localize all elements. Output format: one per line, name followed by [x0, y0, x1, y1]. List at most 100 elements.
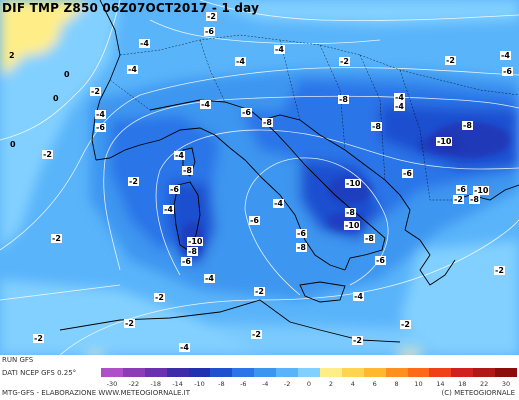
legend-tick-label: -18: [150, 380, 162, 388]
credit-right: (C) METEOGIORNALE: [441, 389, 515, 397]
legend-tick-label: -14: [172, 380, 183, 388]
credit-left: MTG-GFS - ELABORAZIONE WWW.METEOGIORNALE…: [2, 389, 190, 397]
contour-label: -8: [296, 243, 307, 252]
legend-tick-label: 18: [458, 380, 467, 388]
legend-tick-label: -22: [128, 380, 140, 388]
contour-label: -2: [51, 234, 62, 243]
legend-swatch: [101, 368, 124, 377]
contour-label: -8: [187, 247, 198, 256]
legend-swatch: [385, 368, 409, 377]
contour-label: -2: [33, 334, 44, 343]
contour-label: 2: [9, 51, 15, 60]
contour-label: -6: [375, 256, 386, 265]
contour-label: -10: [187, 237, 204, 246]
contour-label: -4: [394, 93, 405, 102]
contour-label: 0: [64, 70, 70, 79]
contour-label: 0: [53, 94, 59, 103]
map-title: DIF TMP Z850 06Z07OCT2017 - 1 day: [2, 1, 260, 15]
legend-swatch: [144, 368, 168, 377]
contour-label: -10: [344, 221, 361, 230]
contour-label: -4: [273, 199, 284, 208]
contour-label: -4: [163, 205, 174, 214]
contour-label: 0: [10, 140, 16, 149]
contour-label: -8: [182, 166, 193, 175]
contour-label: -6: [241, 108, 252, 117]
contour-label: -2: [400, 320, 411, 329]
contour-label: -2: [453, 195, 464, 204]
legend-swatch: [166, 368, 190, 377]
contour-label: -8: [364, 234, 375, 243]
contour-label: -8: [371, 122, 382, 131]
contour-label: -2: [154, 293, 165, 302]
legend-tick-label: 14: [436, 380, 445, 388]
legend-swatch: [298, 368, 321, 377]
contour-label: -4: [353, 292, 364, 301]
contour-label: -4: [204, 274, 215, 283]
legend-tick-label: 10: [414, 380, 423, 388]
footer-bar: [0, 355, 519, 400]
legend-tick-label: 0: [306, 380, 312, 388]
contour-label: -8: [462, 121, 473, 130]
contour-label: -10: [473, 186, 490, 195]
legend-swatch: [188, 368, 211, 377]
legend-tick-label: 2: [328, 380, 333, 388]
legend-tick-label: -10: [194, 380, 205, 388]
legend-swatch: [407, 368, 430, 377]
legend-swatch: [451, 368, 474, 377]
run-label: RUN GFS: [2, 356, 34, 364]
contour-label: -2: [445, 56, 456, 65]
contour-label: -2: [128, 177, 139, 186]
contour-label: -6: [169, 185, 180, 194]
contour-label: -4: [394, 102, 405, 111]
legend-swatch: [276, 368, 299, 377]
source-label: DATI NCEP GFS 0.25°: [2, 369, 77, 377]
contour-label: -4: [174, 151, 185, 160]
contour-label: -2: [124, 319, 135, 328]
contour-label: -6: [296, 229, 307, 238]
contour-label: -4: [235, 57, 246, 66]
contour-label: -4: [200, 100, 211, 109]
legend-swatch: [473, 368, 496, 377]
contour-label: -4: [179, 343, 190, 352]
legend-tick-label: 4: [350, 380, 355, 388]
contour-label: -4: [127, 65, 138, 74]
contour-label: -10: [345, 179, 362, 188]
legend-swatch: [341, 368, 365, 377]
contour-label: -4: [95, 110, 106, 119]
contour-label: -4: [139, 39, 150, 48]
contour-label: -8: [345, 208, 356, 217]
legend-swatch: [232, 368, 255, 377]
legend-swatch: [122, 368, 146, 377]
contour-label: -8: [469, 195, 480, 204]
contour-label: -6: [402, 169, 413, 178]
contour-label: -2: [339, 57, 350, 66]
contour-label: -10: [436, 137, 453, 146]
contour-label: -2: [251, 330, 262, 339]
contour-label: -6: [95, 123, 106, 132]
contour-label: -6: [502, 67, 513, 76]
legend-tick-label: -2: [283, 380, 291, 388]
contour-label: -6: [456, 185, 467, 194]
contour-label: -2: [206, 12, 217, 21]
legend-swatch: [363, 368, 387, 377]
legend-swatch: [319, 368, 343, 377]
legend-tick-label: 8: [394, 380, 399, 388]
contour-label: -2: [494, 266, 505, 275]
legend-swatch: [254, 368, 277, 377]
legend-tick-label: -30: [106, 380, 118, 388]
legend-tick-label: 6: [372, 380, 377, 388]
contour-label: -4: [500, 51, 511, 60]
contour-label: -4: [274, 45, 285, 54]
contour-label: -6: [249, 216, 260, 225]
contour-label: -6: [204, 27, 215, 36]
contour-label: -2: [254, 287, 265, 296]
contour-label: -6: [181, 257, 192, 266]
national-borders: [109, 34, 519, 201]
isotherm-contours: [0, 0, 519, 356]
legend-swatch: [210, 368, 233, 377]
color-scale-legend: -30 -22 -18 -14 -10 -8 -6 -4 -2 0 2 4 6 8 10 14 18 22 30: [101, 368, 518, 390]
legend-tick-label: 30: [501, 380, 511, 388]
legend-tick-label: -8: [218, 380, 225, 388]
